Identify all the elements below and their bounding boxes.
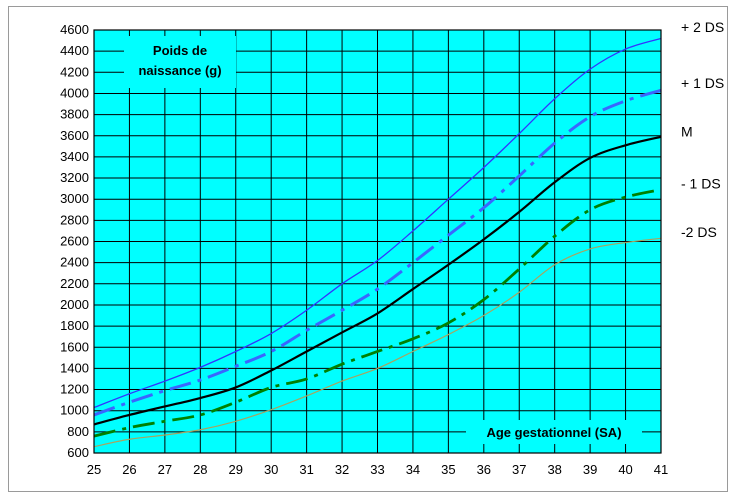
x-tick-label: 41 [654,462,668,477]
series-line-2 [93,135,662,426]
y-tick-label: 3800 [60,107,89,122]
y-tick-label: 4400 [60,43,89,58]
y-axis-title-line: Poids de [153,43,207,58]
x-tick-label: 28 [193,462,207,477]
x-tick-label: 29 [229,462,243,477]
y-tick-label: 4600 [60,22,89,37]
x-tick-label: 34 [406,462,420,477]
y-tick-label: 2600 [60,234,89,249]
x-tick-label: 36 [477,462,491,477]
x-axis-title: Age gestationnel (SA) [486,425,621,440]
series-label: - 1 DS [681,175,721,191]
y-tick-label: 1200 [60,382,89,397]
y-tick-label: 1000 [60,403,89,418]
series-line-1 [93,88,662,417]
y-axis-title-box [124,36,236,88]
y-tick-label: 2000 [60,297,89,312]
y-tick-label: 3200 [60,170,89,185]
y-tick-label: 1800 [60,318,89,333]
y-tick-label: 3600 [60,128,89,143]
x-tick-label: 35 [441,462,455,477]
x-tick-label: 32 [335,462,349,477]
x-tick-label: 37 [512,462,526,477]
plot-border [93,29,662,454]
y-tick-label: 4200 [60,64,89,79]
x-tick-label: 33 [370,462,384,477]
growth-chart: 600 800 1000 1200 1400 1600 1800 2000 2200 2400 26… [60,19,724,477]
y-tick-label: 1400 [60,360,89,375]
y-tick-label: 3000 [60,191,89,206]
x-tick-label: 39 [583,462,597,477]
y-tick-label: 2200 [60,276,89,291]
series-line-0 [93,37,662,409]
y-tick-label: 1600 [60,339,89,354]
series-line-3 [93,188,662,438]
y-axis-title-line: naissance (g) [138,63,221,78]
series-label: + 1 DS [681,75,724,91]
x-tick-label: 30 [264,462,278,477]
y-tick-label: 3400 [60,149,89,164]
x-tick-label: 25 [87,462,101,477]
chart-frame: 600 800 1000 1200 1400 1600 1800 2000 2200 2400 26… [8,6,728,492]
series-line-4 [93,237,662,448]
y-tick-label: 2800 [60,212,89,227]
series-label: + 2 DS [681,19,724,35]
y-tick-label: 600 [67,445,89,460]
series-label: M [681,124,693,140]
series-label: -2 DS [681,224,717,240]
y-tick-label: 2400 [60,255,89,270]
x-tick-label: 31 [299,462,313,477]
x-tick-label: 40 [618,462,632,477]
x-axis-title-box [466,420,642,444]
x-tick-label: 26 [122,462,136,477]
x-tick-label: 38 [547,462,561,477]
y-tick-label: 800 [67,424,89,439]
x-tick-label: 27 [158,462,172,477]
y-tick-label: 4000 [60,85,89,100]
